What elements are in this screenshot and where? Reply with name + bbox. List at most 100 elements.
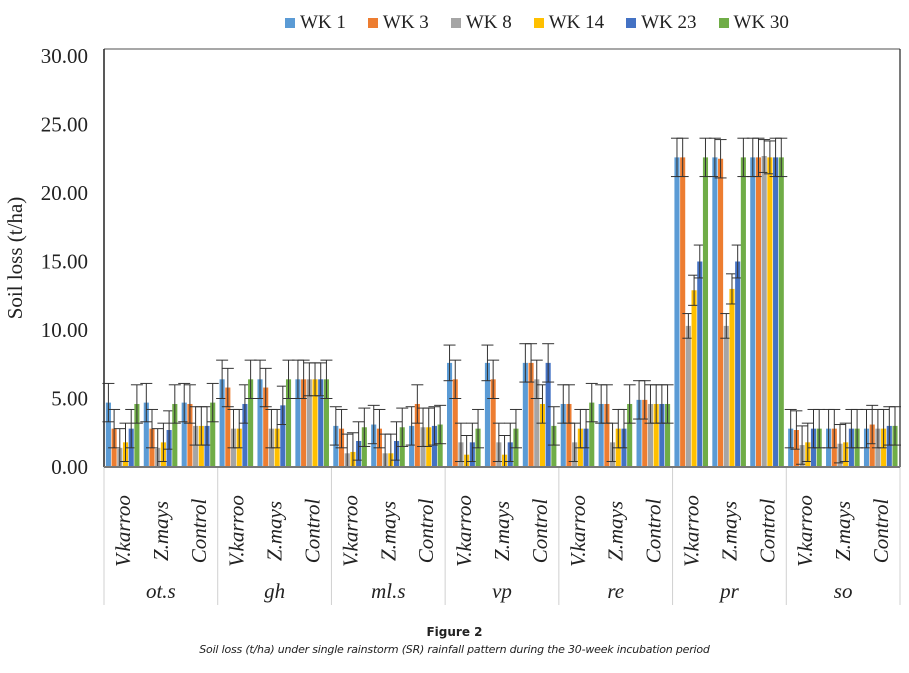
bar (778, 157, 784, 467)
bar (659, 403, 665, 467)
x-group-label: pr (718, 579, 740, 603)
bar (361, 427, 367, 467)
bar (560, 403, 566, 467)
x-subcategory-label: V.karroo (338, 495, 362, 567)
bar-chart: 0.00 5.00 10.00 15.00 20.00 25.00 30.00 Soil lo… (3, 44, 901, 605)
legend-swatch (718, 18, 729, 28)
y-tick-label: 5.00 (51, 387, 88, 411)
bar (204, 425, 210, 467)
x-subcategory-label: V.karroo (452, 495, 476, 567)
bar (399, 427, 405, 467)
bar (702, 157, 709, 467)
x-subcategory-label: Control (300, 499, 324, 564)
bar (528, 362, 534, 467)
bar (263, 387, 269, 467)
x-group-label: vp (492, 579, 512, 603)
bar (869, 424, 875, 467)
x-subcategory-label: V.karroo (793, 495, 817, 567)
x-subcategory-label: V.karroo (111, 495, 135, 567)
x-subcategory-label: Z.mays (376, 501, 400, 561)
bar (729, 288, 735, 467)
x-subcategory-label: Z.mays (831, 501, 855, 561)
bar (323, 379, 329, 467)
bar (647, 403, 654, 467)
bar (604, 403, 610, 467)
y-tick-label: 0.00 (51, 455, 88, 479)
bar (143, 402, 149, 467)
bar (685, 325, 691, 467)
bar (680, 157, 686, 467)
bar (697, 261, 703, 467)
x-subcategory-label: Z.mays (149, 501, 173, 561)
x-subcategory-label: Z.mays (604, 501, 628, 561)
legend-label: WK 8 (465, 12, 512, 33)
bar (426, 427, 432, 467)
legend-item: WK 14 (533, 12, 605, 34)
legend-item: WK 1 (285, 12, 346, 34)
x-subcategory-label: Z.mays (717, 501, 741, 561)
bar (598, 403, 604, 467)
legend-swatch (367, 18, 378, 28)
bar (665, 403, 671, 467)
bar (750, 157, 756, 467)
legend-item: WK 23 (626, 12, 697, 34)
x-subcategory-label: Control (869, 499, 893, 564)
bar (551, 425, 557, 467)
bar (409, 425, 415, 467)
figure-caption: Soil loss (t/ha) under single rainstorm … (199, 643, 710, 656)
x-subcategory-label: Control (755, 499, 779, 564)
bar (642, 399, 648, 467)
bar (301, 379, 307, 467)
x-group-label: so (834, 579, 853, 603)
bar (210, 402, 216, 467)
bar (420, 427, 426, 467)
bar (312, 379, 318, 467)
legend-label: WK 23 (641, 12, 697, 33)
bar (414, 403, 420, 467)
bar (225, 387, 231, 467)
bar (242, 403, 248, 467)
x-subcategory-label: V.karroo (225, 495, 249, 567)
x-subcategory-label: Control (528, 499, 552, 564)
bar (653, 403, 659, 467)
y-tick-label: 10.00 (41, 318, 88, 342)
x-group-label: gh (264, 579, 285, 603)
x-group-label: ot.s (146, 579, 176, 603)
bar (674, 157, 680, 467)
legend-swatch (450, 18, 461, 28)
bar (446, 362, 453, 467)
bar (566, 403, 572, 467)
bar (333, 425, 339, 467)
bar (187, 403, 193, 467)
bar (193, 425, 199, 467)
bar (285, 379, 292, 467)
legend-swatch (285, 18, 295, 28)
bar (295, 379, 301, 467)
legend-label: WK 30 (733, 12, 789, 33)
legend-item: WK 3 (367, 12, 429, 34)
bar (306, 379, 312, 467)
bar (371, 424, 377, 467)
bar (627, 403, 633, 467)
bar (886, 425, 892, 467)
legend-item: WK 8 (450, 12, 512, 34)
bar (248, 379, 254, 467)
figure-title: Figure 2 (426, 625, 483, 639)
x-group-label: ml.s (371, 579, 405, 603)
y-tick-label: 20.00 (41, 181, 88, 205)
bar (545, 362, 551, 467)
y-tick-label: 15.00 (41, 250, 88, 274)
legend-label: WK 14 (548, 12, 605, 33)
bar (522, 362, 528, 467)
legend-item: WK 30 (718, 12, 789, 34)
bar (539, 403, 546, 467)
bar (257, 379, 263, 467)
bar (636, 399, 642, 467)
y-axis-title: Soil loss (t/ha) (3, 197, 27, 320)
bar (723, 325, 729, 467)
x-subcategory-label: Control (642, 499, 666, 564)
bar (431, 425, 437, 467)
bar (740, 157, 746, 467)
x-group-label: re (607, 579, 624, 603)
legend-label: WK 3 (382, 12, 429, 33)
